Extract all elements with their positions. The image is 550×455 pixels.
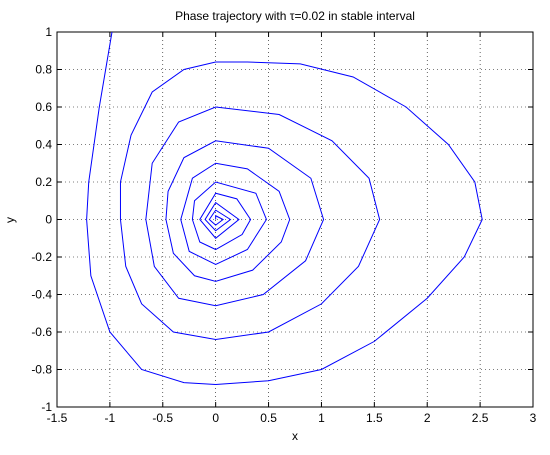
y-tick-label: 0.4 — [35, 138, 52, 152]
x-tick-label: 0 — [212, 411, 219, 425]
x-tick-label: 1 — [318, 411, 325, 425]
y-tick-label: -0.6 — [31, 325, 52, 339]
trajectory — [86, 31, 483, 386]
y-axis-label: y — [3, 217, 17, 223]
x-tick-label: 3 — [530, 411, 537, 425]
plot-frame — [56, 31, 534, 408]
y-tick-label: 0.8 — [35, 63, 52, 77]
x-tick-label: 0.5 — [260, 411, 277, 425]
x-tick-label: 2 — [424, 411, 431, 425]
x-tick-label: 1.5 — [366, 411, 383, 425]
x-tick-label: 2.5 — [472, 411, 489, 425]
x-tick-label: -1 — [105, 411, 116, 425]
y-tick-label: 1 — [45, 25, 52, 39]
y-tick-label: -0.4 — [31, 288, 52, 302]
y-tick-label: -1 — [41, 400, 52, 414]
chart-title: Phase trajectory with τ=0.02 in stable i… — [175, 9, 415, 23]
y-tick-label: -0.2 — [31, 250, 52, 264]
y-tick-label: 0.6 — [35, 100, 52, 114]
y-tick-label: 0 — [45, 213, 52, 227]
y-tick-label: -0.8 — [31, 363, 52, 377]
x-tick-label: -1.5 — [47, 411, 68, 425]
x-tick-label: -0.5 — [152, 411, 173, 425]
x-axis-label: x — [292, 429, 298, 443]
y-tick-label: 0.2 — [35, 175, 52, 189]
